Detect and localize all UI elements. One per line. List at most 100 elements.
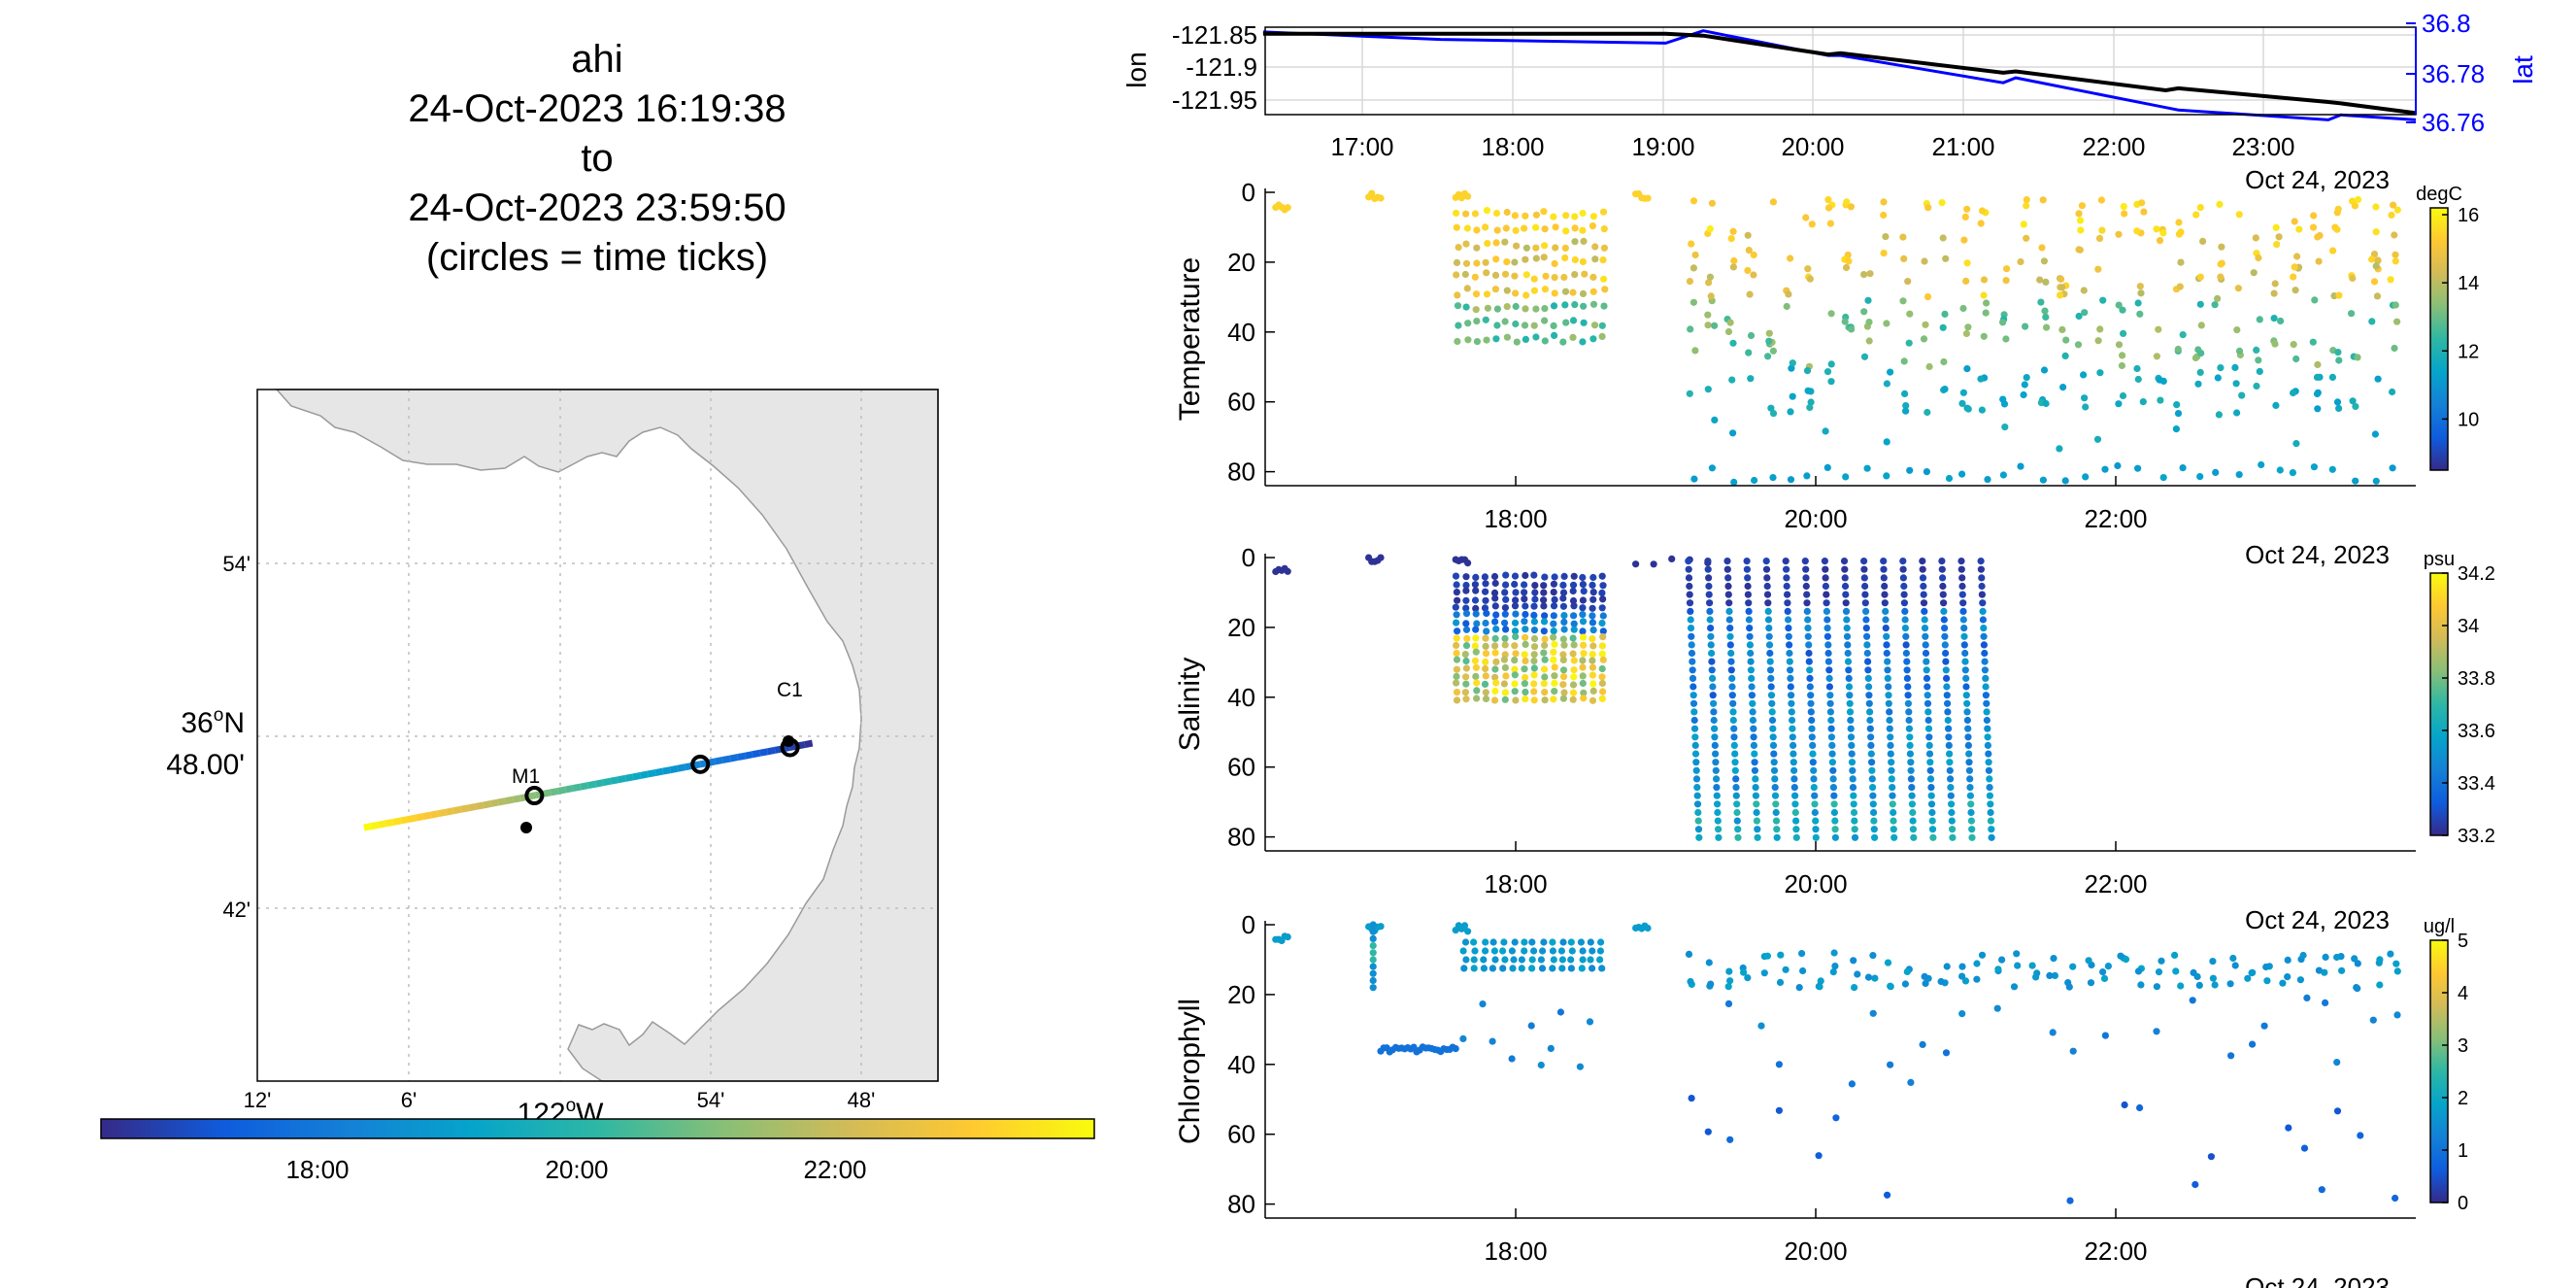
temperature-point [1580, 237, 1588, 245]
track-segment [617, 774, 626, 784]
chlorophyll-point [1726, 977, 1734, 985]
track-segment [392, 817, 402, 826]
temperature-point [1724, 327, 1733, 336]
salinity-point [1945, 733, 1953, 741]
salinity-point [1715, 826, 1723, 833]
temperature-point [2255, 254, 2262, 262]
salinity-ytick-label: 60 [1227, 753, 1255, 782]
chlorophyll-point [1530, 947, 1538, 955]
salinity-point [1727, 658, 1735, 665]
chlorophyll-point [1887, 982, 1894, 990]
chlorophyll-point [1864, 973, 1873, 981]
salinity-point [1724, 574, 1732, 582]
map-ytick-deg-superscript: o [214, 705, 224, 726]
salinity-point [1530, 688, 1538, 695]
lon-ytick-2: -121.9 [1186, 52, 1257, 82]
salinity-point [1707, 625, 1715, 632]
salinity-point [1909, 817, 1917, 825]
temperature-point [1561, 288, 1570, 295]
track-segment [759, 748, 769, 757]
temperature-point [2310, 463, 2318, 471]
salinity-point [1462, 604, 1470, 612]
temperature-point [2021, 381, 2028, 389]
salinity-point [1551, 573, 1558, 581]
salinity-point [1940, 616, 1948, 624]
salinity-point [1541, 641, 1549, 650]
temperature-point [2391, 231, 2398, 239]
salinity-point [1491, 649, 1499, 657]
salinity-point [1711, 725, 1719, 732]
salinity-point [1880, 574, 1888, 582]
salinity-point [1863, 649, 1871, 658]
salinity-point [1530, 657, 1538, 665]
chlorophyll-point [1461, 938, 1470, 946]
salinity-point [1944, 699, 1952, 707]
salinity-point [1550, 580, 1557, 588]
salinity-point [1482, 580, 1489, 588]
salinity-point [1985, 750, 1992, 758]
salinity-point [1708, 666, 1716, 674]
chlorophyll-point [2207, 1153, 2215, 1161]
chlorophyll-point [1528, 956, 1536, 964]
lonlat-xtick-23: 23:00 [2231, 132, 2294, 161]
temperature-point [1463, 285, 1471, 292]
temperature-point [1983, 299, 1991, 307]
salinity-point [1979, 599, 1987, 607]
salinity-point [1689, 699, 1698, 707]
temperature-point [2176, 283, 2184, 290]
salinity-point [1453, 689, 1461, 696]
temperature-point [1522, 271, 1530, 279]
temperature-point [1579, 226, 1587, 234]
temperature-point [1561, 254, 1569, 262]
salinity-point [1803, 607, 1811, 616]
temperature-point [1473, 318, 1481, 325]
salinity-point [1986, 784, 1993, 792]
temperature-point [1842, 473, 1850, 481]
temperature-point [1689, 298, 1697, 306]
salinity-point [1579, 672, 1587, 680]
salinity-point [1598, 650, 1606, 658]
salinity-point [1492, 658, 1500, 666]
temperature-point [1822, 427, 1829, 435]
track-segment [624, 773, 634, 782]
chlorophyll-point [1464, 928, 1472, 935]
chlorophyll-colorbar-unit: ug/l [2424, 916, 2455, 937]
salinity-point [1967, 817, 1975, 825]
temperature-point [1541, 286, 1549, 293]
salinity-point [1501, 689, 1509, 696]
salinity-point [1880, 565, 1888, 573]
salinity-point [1942, 666, 1950, 674]
temperature-point [2214, 374, 2222, 382]
temperature-point [2120, 329, 2127, 337]
temperature-point [1368, 189, 1376, 197]
temperature-point [2374, 375, 2382, 383]
salinity-point [1522, 640, 1529, 649]
chlorophyll-point [1577, 938, 1585, 946]
chlorophyll-point [2101, 1032, 2109, 1039]
salinity-point [1864, 674, 1872, 683]
temperature-point [2291, 263, 2298, 271]
salinity-point [1521, 581, 1528, 589]
salinity-point [1521, 589, 1528, 596]
salinity-point [1511, 627, 1520, 635]
temperature-point [1691, 251, 1699, 259]
temperature-point [2095, 234, 2104, 242]
salinity-point [1845, 674, 1853, 683]
salinity-point [1695, 833, 1703, 841]
temperature-point [1580, 319, 1588, 326]
temperature-point [2315, 257, 2323, 265]
temperature-point [2043, 323, 2051, 331]
salinity-point [1747, 649, 1755, 658]
salinity-point [1745, 616, 1753, 624]
salinity-point [1501, 634, 1509, 643]
salinity-point [1906, 733, 1914, 741]
salinity-point [1808, 733, 1816, 741]
salinity-point [1687, 616, 1694, 624]
salinity-point [1945, 725, 1953, 732]
chlorophyll-point [2087, 979, 2095, 987]
salinity-point [1727, 666, 1735, 674]
chlorophyll-colorbar-tick-label: 0 [2458, 1193, 2468, 1214]
salinity-point [1770, 759, 1778, 766]
temperature-point [1473, 338, 1481, 346]
temperature-point [1711, 416, 1719, 424]
